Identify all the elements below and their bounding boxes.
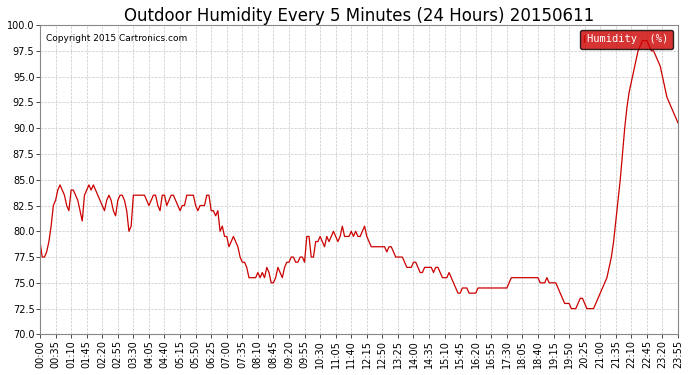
Title: Outdoor Humidity Every 5 Minutes (24 Hours) 20150611: Outdoor Humidity Every 5 Minutes (24 Hou… xyxy=(124,7,594,25)
Text: Copyright 2015 Cartronics.com: Copyright 2015 Cartronics.com xyxy=(46,34,188,44)
Legend: Humidity  (%): Humidity (%) xyxy=(580,30,673,49)
